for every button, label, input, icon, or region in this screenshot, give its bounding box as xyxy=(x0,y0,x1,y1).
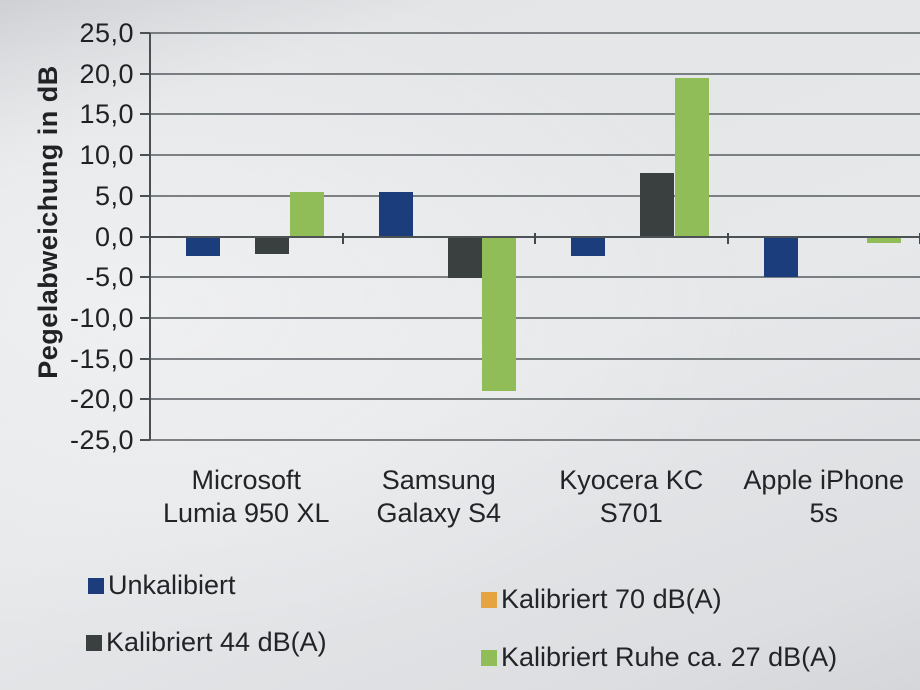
bar-kalibriert-44-db-a-samsung-galaxy-s4 xyxy=(447,237,482,279)
x-axis-tick xyxy=(726,232,729,244)
bar-kalibriert-44-db-a-kyocera-kc-s701 xyxy=(640,173,674,237)
bar-unkalibiert-kyocera-kc-s701 xyxy=(571,237,605,257)
gridline xyxy=(150,32,920,34)
legend-item-unkalibiert: Unkalibiert xyxy=(88,570,236,601)
y-tick-label: -5,0 xyxy=(85,262,134,293)
category-line: Microsoft xyxy=(191,465,302,495)
y-axis-tick xyxy=(140,235,150,238)
y-tick-label: 0,0 xyxy=(94,221,134,252)
y-axis-tick xyxy=(140,398,150,401)
bar-kalibriert-ruhe-ca-27-db-a-kyocera-kc-s701 xyxy=(674,77,709,237)
y-axis-tick xyxy=(140,276,150,279)
y-tick-label: -10,0 xyxy=(69,302,134,333)
category-line: Apple iPhone xyxy=(743,465,905,495)
y-axis-tick xyxy=(140,439,150,441)
y-tick-label: -15,0 xyxy=(69,343,134,374)
gridline xyxy=(150,194,920,197)
bar-unkalibiert-samsung-galaxy-s4 xyxy=(378,191,413,237)
legend-swatch-gray xyxy=(86,634,102,651)
gridline xyxy=(150,154,920,157)
gridline xyxy=(150,276,920,279)
bar-unkalibiert-microsoft-lumia-950-xl xyxy=(186,237,220,257)
legend-item-kalibriert-ruhe: Kalibriert Ruhe ca. 27 dB(A) xyxy=(481,642,837,673)
y-axis-tick xyxy=(140,72,150,75)
legend-label: Kalibriert 44 dB(A) xyxy=(106,627,327,657)
y-axis-tick xyxy=(140,316,150,319)
category-line: Galaxy S4 xyxy=(376,498,502,528)
y-tick-label: 5,0 xyxy=(94,180,134,211)
x-axis-tick xyxy=(149,232,151,244)
category-label: Kyocera KC S701 xyxy=(535,464,728,530)
gridline xyxy=(150,357,920,360)
legend-label: Kalibriert 70 dB(A) xyxy=(501,584,722,614)
category-line: Kyocera KC xyxy=(559,465,704,495)
y-axis-tick xyxy=(140,32,150,34)
x-axis-tick xyxy=(341,232,344,244)
category-line: 5s xyxy=(809,498,839,528)
legend-swatch-green xyxy=(481,649,497,666)
legend-item-kalibriert-44: Kalibriert 44 dB(A) xyxy=(86,627,327,658)
y-tick-label: -20,0 xyxy=(69,384,134,415)
category-label: Apple iPhone 5s xyxy=(728,464,920,530)
category-label: Samsung Galaxy S4 xyxy=(343,464,536,530)
y-axis-tick xyxy=(140,357,150,360)
category-line: Samsung xyxy=(381,465,496,495)
gridline xyxy=(150,316,920,319)
category-line: Lumia 950 XL xyxy=(162,498,330,528)
y-axis-tick xyxy=(140,194,150,197)
gridline xyxy=(150,113,920,116)
bar-kalibriert-ruhe-ca-27-db-a-apple-iphone-5s xyxy=(867,237,901,244)
bar-kalibriert-ruhe-ca-27-db-a-microsoft-lumia-950-xl xyxy=(289,191,324,237)
legend-label: Kalibriert Ruhe ca. 27 dB(A) xyxy=(501,642,838,672)
y-tick-label: 20,0 xyxy=(79,58,134,89)
gridline xyxy=(150,398,920,401)
legend-label: Unkalibiert xyxy=(108,570,236,600)
legend-swatch-blue xyxy=(88,577,104,594)
gridline xyxy=(150,72,920,75)
bar-unkalibiert-apple-iphone-5s xyxy=(763,237,798,277)
y-tick-label: -25,0 xyxy=(69,425,134,455)
bar-kalibriert-44-db-a-microsoft-lumia-950-xl xyxy=(255,237,289,254)
y-axis-tick xyxy=(140,113,150,116)
y-tick-label: 10,0 xyxy=(79,140,134,171)
bar-kalibriert-ruhe-ca-27-db-a-samsung-galaxy-s4 xyxy=(482,237,516,392)
x-axis-tick xyxy=(534,232,536,244)
category-line: S701 xyxy=(599,498,663,528)
legend-swatch-orange xyxy=(481,591,497,608)
y-axis-tick xyxy=(140,154,150,157)
gridline xyxy=(150,439,920,441)
y-tick-label: 15,0 xyxy=(79,99,134,130)
y-tick-label: 25,0 xyxy=(79,18,134,48)
legend-item-kalibriert-70: Kalibriert 70 dB(A) xyxy=(481,584,722,615)
category-label: Microsoft Lumia 950 XL xyxy=(150,464,343,530)
